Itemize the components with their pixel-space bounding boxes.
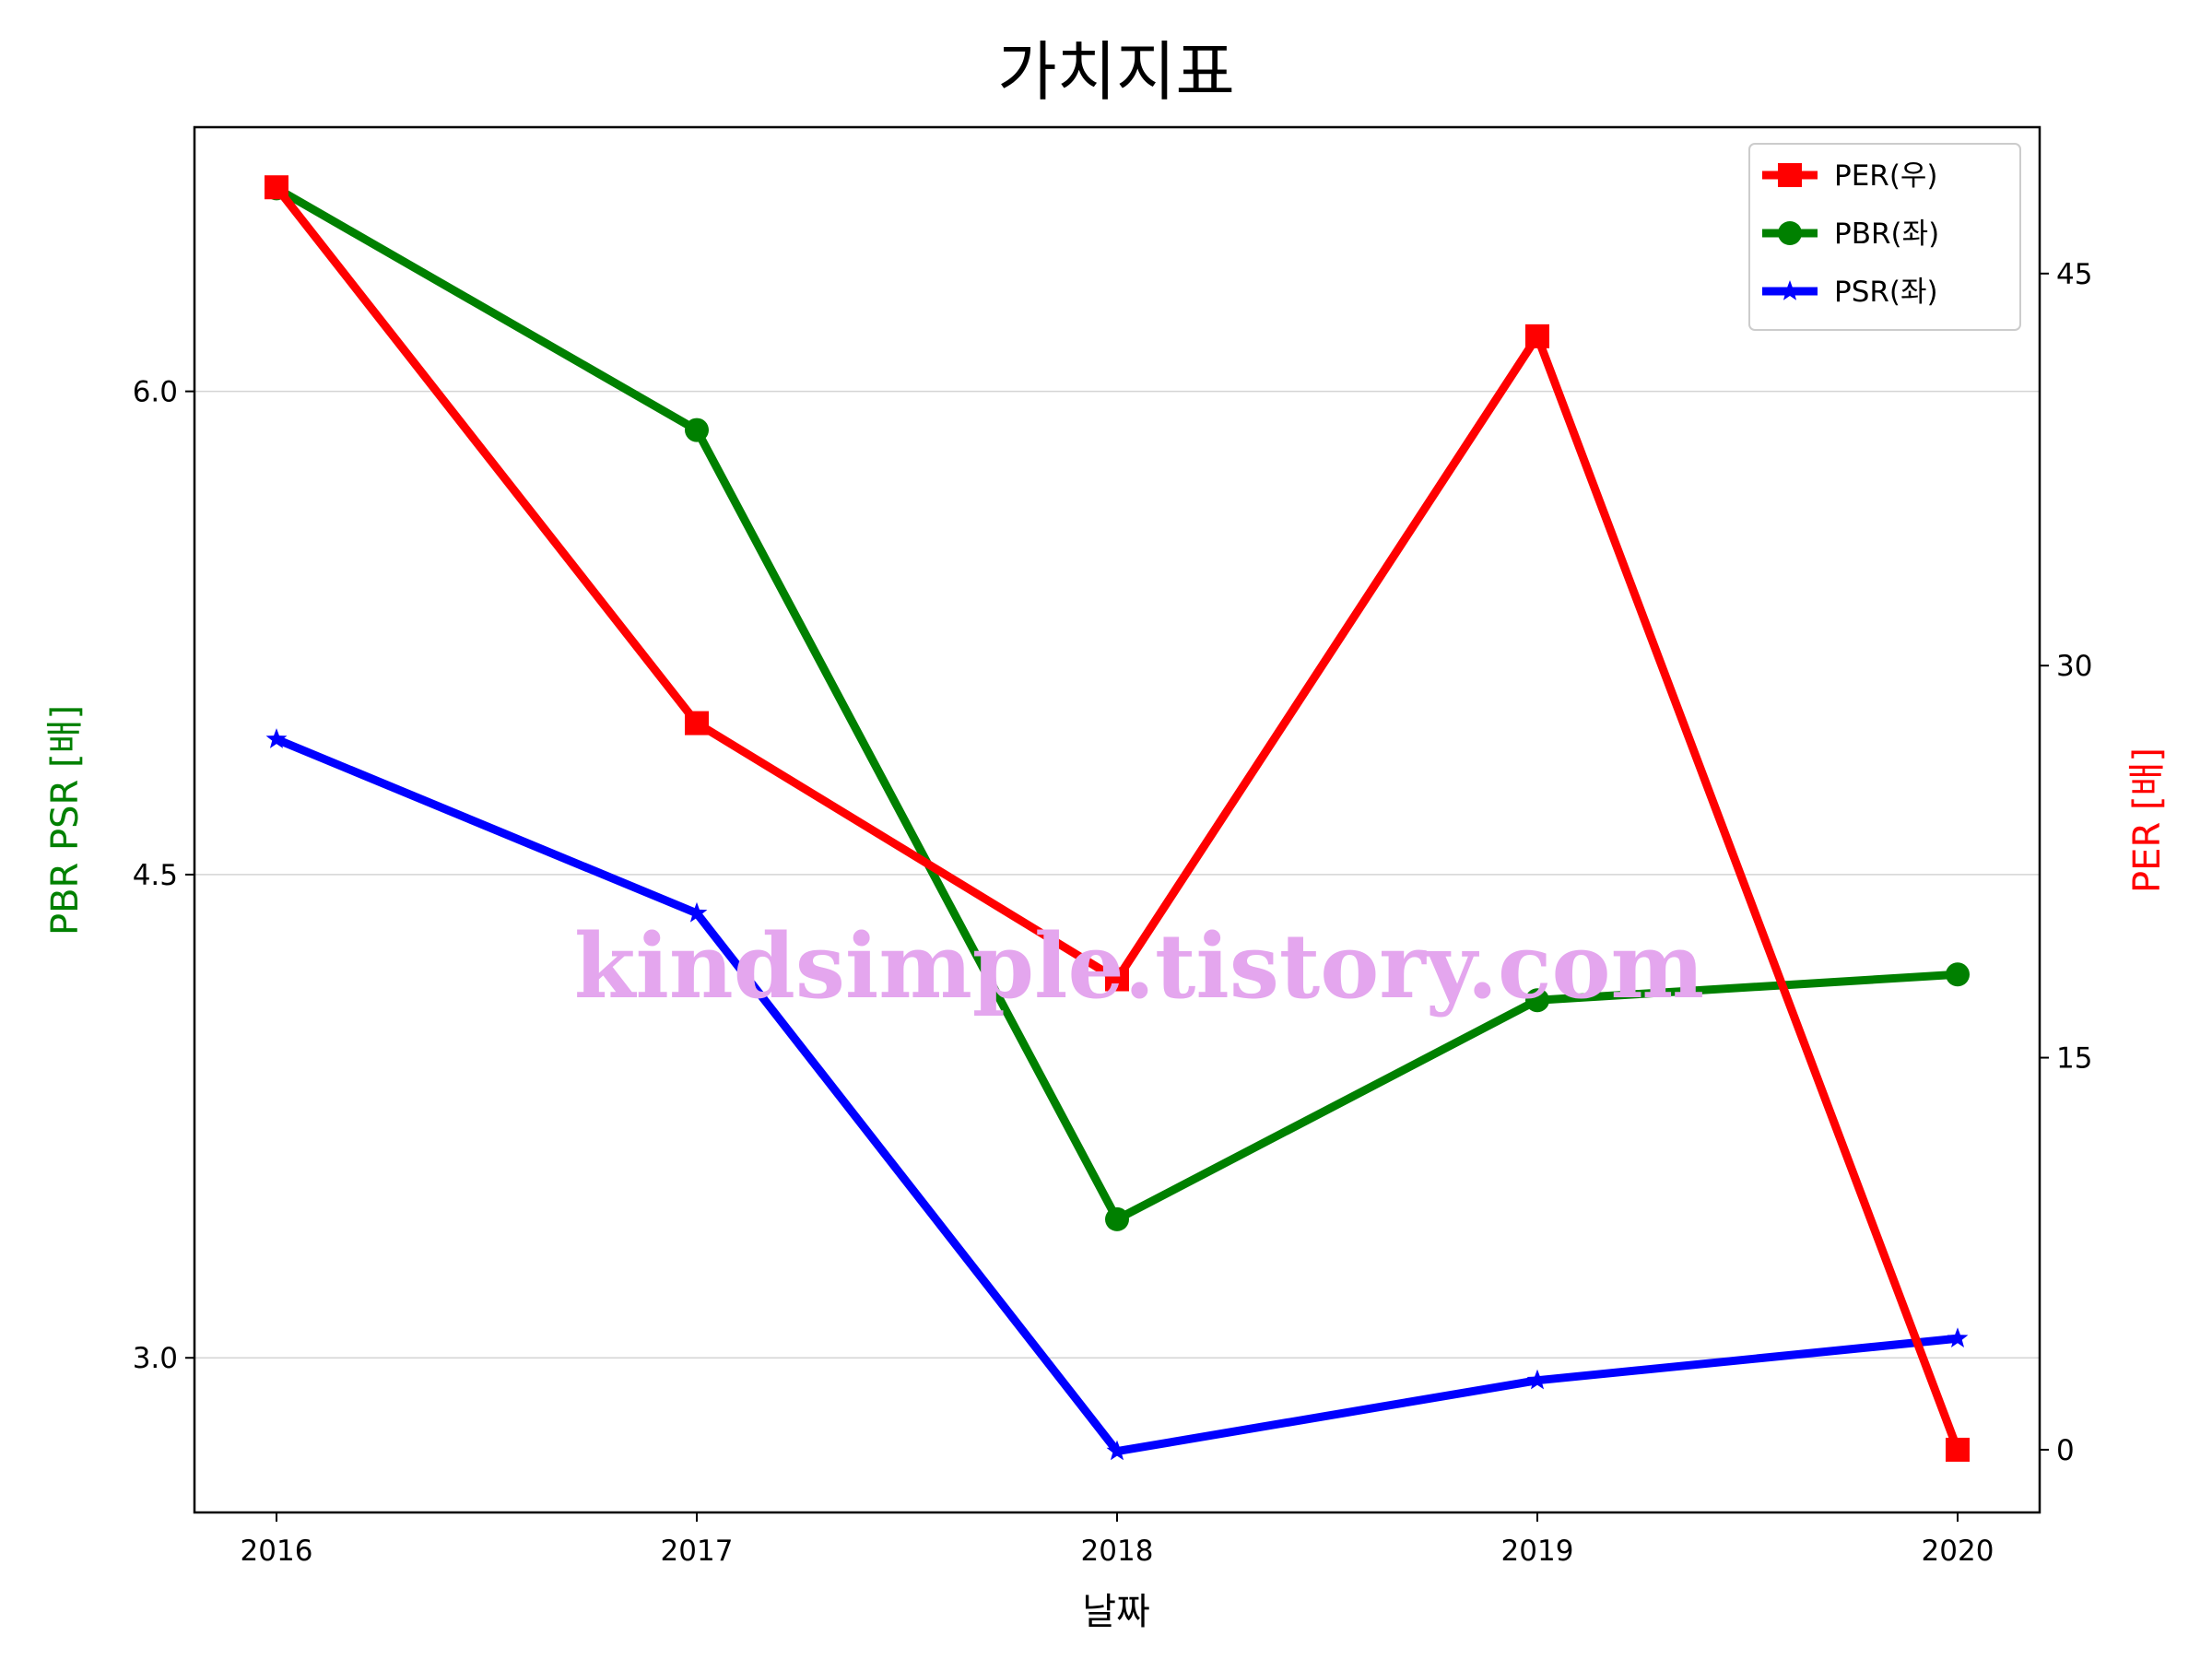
series-star (265, 728, 1969, 1461)
x-ticks: 2016 2017 2018 2019 2020 (241, 1512, 1994, 1568)
marker-circle-point (1105, 1206, 1129, 1231)
marker-star-point (1526, 1369, 1548, 1390)
marker-star-point (1106, 1440, 1128, 1461)
x-tick-label: 2020 (1922, 1535, 1994, 1568)
y-ticks-right: 0 15 30 45 (2040, 258, 2092, 1467)
x-tick-label: 2016 (241, 1535, 313, 1568)
marker-star-point (265, 728, 288, 748)
legend-label: PBR(좌) (1834, 218, 1939, 251)
marker-circle-legend (1778, 221, 1802, 245)
series-layer (265, 175, 1970, 1462)
marker-circle-point (1946, 962, 1970, 987)
marker-square-point (1946, 1437, 1970, 1462)
legend-label: PSR(좌) (1834, 276, 1938, 309)
watermark: kindsimple.tistory.com (574, 914, 1704, 1018)
x-tick-label: 2019 (1501, 1535, 1574, 1568)
legend-label: PER(우) (1834, 159, 1938, 193)
x-tick-label: 2017 (661, 1535, 734, 1568)
chart-title: 가치지표 (997, 34, 1235, 110)
y-right-tick-label: 30 (2056, 650, 2092, 683)
y-ticks-left: 3.0 4.5 6.0 (133, 376, 194, 1375)
y-axis-label-left: PBR PSR [배] (44, 705, 87, 935)
series-circle (265, 176, 1970, 1231)
marker-square-legend (1778, 163, 1802, 187)
marker-square-point (265, 175, 288, 200)
y-axis-label-right: PER [배] (2126, 747, 2169, 893)
marker-circle-point (685, 418, 709, 442)
legend-box (1748, 143, 2021, 331)
marker-star-point (1947, 1327, 1969, 1347)
x-tick-label: 2018 (1081, 1535, 1154, 1568)
y-right-tick-label: 15 (2056, 1042, 2092, 1076)
marker-star-point (686, 901, 708, 923)
legend-item: PBR(좌) (1762, 218, 1939, 251)
y-left-tick-label: 4.5 (133, 859, 178, 892)
x-axis-label: 날짜 (1082, 1591, 1150, 1633)
y-left-tick-label: 3.0 (133, 1342, 178, 1375)
legend-item: PSR(좌) (1762, 276, 1938, 309)
y-right-tick-label: 45 (2056, 258, 2092, 291)
y-right-tick-label: 0 (2056, 1434, 2075, 1467)
y-left-tick-label: 6.0 (133, 376, 178, 409)
series-square (265, 175, 1970, 1462)
marker-circle-point (1525, 988, 1549, 1013)
marker-square-point (1525, 324, 1549, 348)
marker-square-point (1105, 967, 1129, 992)
legend-item: PER(우) (1762, 159, 1938, 193)
marker-star-legend (1779, 280, 1801, 300)
marker-square-point (685, 711, 709, 735)
legend: PER(우) PBR(좌) PSR(좌) (1748, 143, 2021, 331)
